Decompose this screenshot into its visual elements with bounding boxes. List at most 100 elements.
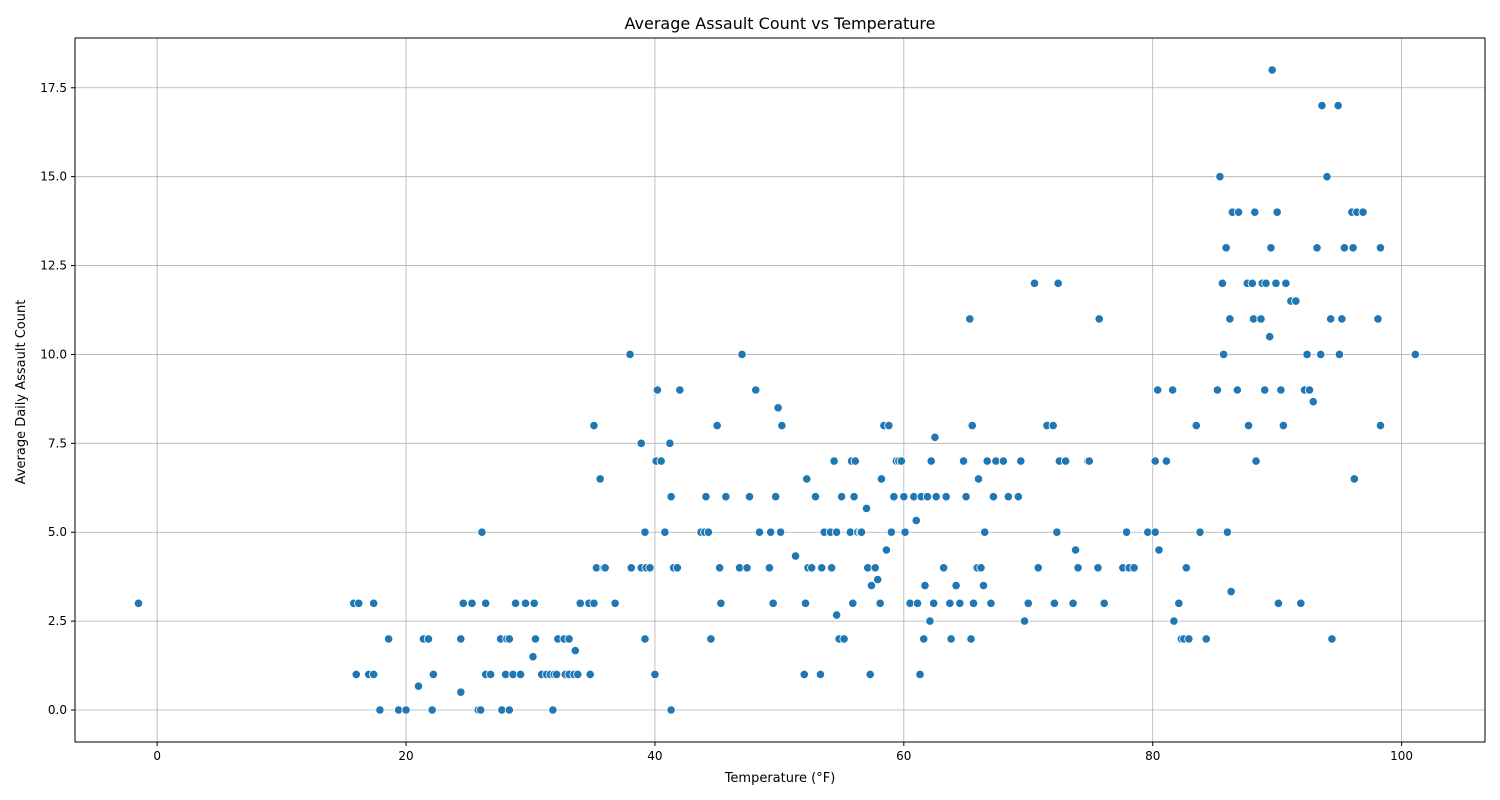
data-point bbox=[1225, 314, 1235, 324]
data-point bbox=[589, 598, 599, 608]
data-point bbox=[1016, 456, 1026, 466]
data-point bbox=[817, 563, 827, 573]
data-point bbox=[401, 705, 411, 715]
data-point bbox=[919, 634, 929, 644]
data-point bbox=[930, 432, 940, 442]
data-point bbox=[773, 403, 783, 413]
data-point bbox=[375, 705, 385, 715]
chart-title: Average Assault Count vs Temperature bbox=[625, 14, 936, 33]
data-point bbox=[941, 492, 951, 502]
data-point bbox=[768, 598, 778, 608]
data-point bbox=[1322, 172, 1332, 182]
data-point bbox=[481, 598, 491, 608]
data-point bbox=[1375, 243, 1386, 253]
data-point bbox=[946, 634, 956, 644]
data-point bbox=[1250, 207, 1260, 217]
data-points bbox=[133, 65, 1420, 715]
data-point bbox=[1168, 385, 1178, 395]
data-point bbox=[870, 563, 880, 573]
data-point bbox=[1003, 492, 1013, 502]
data-point bbox=[800, 598, 811, 608]
data-point bbox=[978, 580, 989, 591]
data-point bbox=[1247, 278, 1257, 288]
data-point bbox=[133, 598, 144, 608]
data-point bbox=[1212, 385, 1223, 395]
data-point bbox=[929, 598, 939, 608]
data-point bbox=[528, 652, 538, 662]
data-point bbox=[1150, 527, 1160, 537]
data-point bbox=[966, 634, 976, 644]
data-point bbox=[832, 610, 842, 620]
data-point bbox=[423, 634, 434, 644]
data-point bbox=[829, 456, 839, 466]
data-point bbox=[751, 385, 761, 395]
data-point bbox=[881, 545, 892, 555]
y-axis-label: Average Daily Assault Count bbox=[14, 300, 29, 485]
y-tick-label: 7.5 bbox=[48, 436, 67, 450]
data-point bbox=[640, 634, 650, 644]
data-point bbox=[889, 492, 899, 502]
data-point bbox=[1226, 586, 1236, 597]
data-point bbox=[1304, 385, 1315, 395]
data-point bbox=[351, 669, 361, 680]
data-point bbox=[427, 705, 437, 715]
data-point bbox=[925, 616, 935, 626]
data-point bbox=[1084, 456, 1094, 466]
data-point bbox=[721, 492, 731, 502]
data-point bbox=[926, 456, 936, 466]
data-point bbox=[1053, 278, 1063, 288]
data-point bbox=[1048, 420, 1058, 431]
data-point bbox=[737, 349, 747, 360]
data-point bbox=[931, 492, 941, 502]
data-point bbox=[876, 474, 887, 484]
data-point bbox=[564, 634, 574, 644]
data-point bbox=[912, 598, 923, 608]
y-tick-label: 5.0 bbox=[48, 525, 67, 539]
data-point bbox=[777, 420, 787, 431]
data-point bbox=[1219, 349, 1229, 360]
plot-frame bbox=[74, 37, 1486, 743]
x-axis-ticks: 0 20 40 60 80 100 bbox=[153, 742, 1413, 763]
data-point bbox=[980, 527, 990, 537]
data-point bbox=[595, 474, 605, 484]
data-point bbox=[976, 563, 986, 573]
data-point bbox=[716, 598, 726, 608]
y-axis-ticks: 0.0 2.5 5.0 7.5 10.0 12.5 15.0 17.5 bbox=[40, 81, 75, 717]
data-point bbox=[354, 598, 364, 608]
data-point bbox=[815, 669, 826, 680]
data-point bbox=[865, 669, 875, 680]
data-point bbox=[915, 669, 925, 680]
data-point bbox=[951, 580, 961, 591]
data-point bbox=[458, 598, 468, 608]
data-point bbox=[1129, 563, 1139, 573]
x-tick-label: 20 bbox=[398, 749, 413, 763]
data-point bbox=[645, 563, 655, 573]
data-point bbox=[1070, 545, 1081, 555]
data-point bbox=[875, 598, 885, 608]
data-point bbox=[1195, 527, 1205, 537]
data-point bbox=[802, 474, 812, 484]
data-point bbox=[570, 646, 580, 656]
data-point bbox=[939, 563, 949, 573]
data-point bbox=[982, 456, 992, 466]
data-point bbox=[1169, 616, 1179, 626]
data-point bbox=[636, 438, 646, 448]
data-point bbox=[486, 669, 496, 680]
data-point bbox=[986, 598, 996, 608]
data-point bbox=[1349, 474, 1359, 484]
data-point bbox=[467, 598, 477, 608]
data-point bbox=[1316, 349, 1326, 360]
data-point bbox=[856, 527, 867, 537]
data-point bbox=[384, 634, 394, 644]
data-point bbox=[703, 527, 714, 537]
data-point bbox=[585, 669, 595, 680]
data-point bbox=[1150, 456, 1160, 466]
data-point bbox=[764, 563, 775, 573]
data-point bbox=[968, 598, 979, 608]
data-point bbox=[1154, 545, 1164, 555]
data-point bbox=[1068, 598, 1078, 608]
data-point bbox=[610, 598, 620, 608]
data-point bbox=[1181, 563, 1191, 573]
data-point bbox=[1358, 207, 1368, 217]
x-axis-label: Temperature (°F) bbox=[724, 771, 836, 786]
